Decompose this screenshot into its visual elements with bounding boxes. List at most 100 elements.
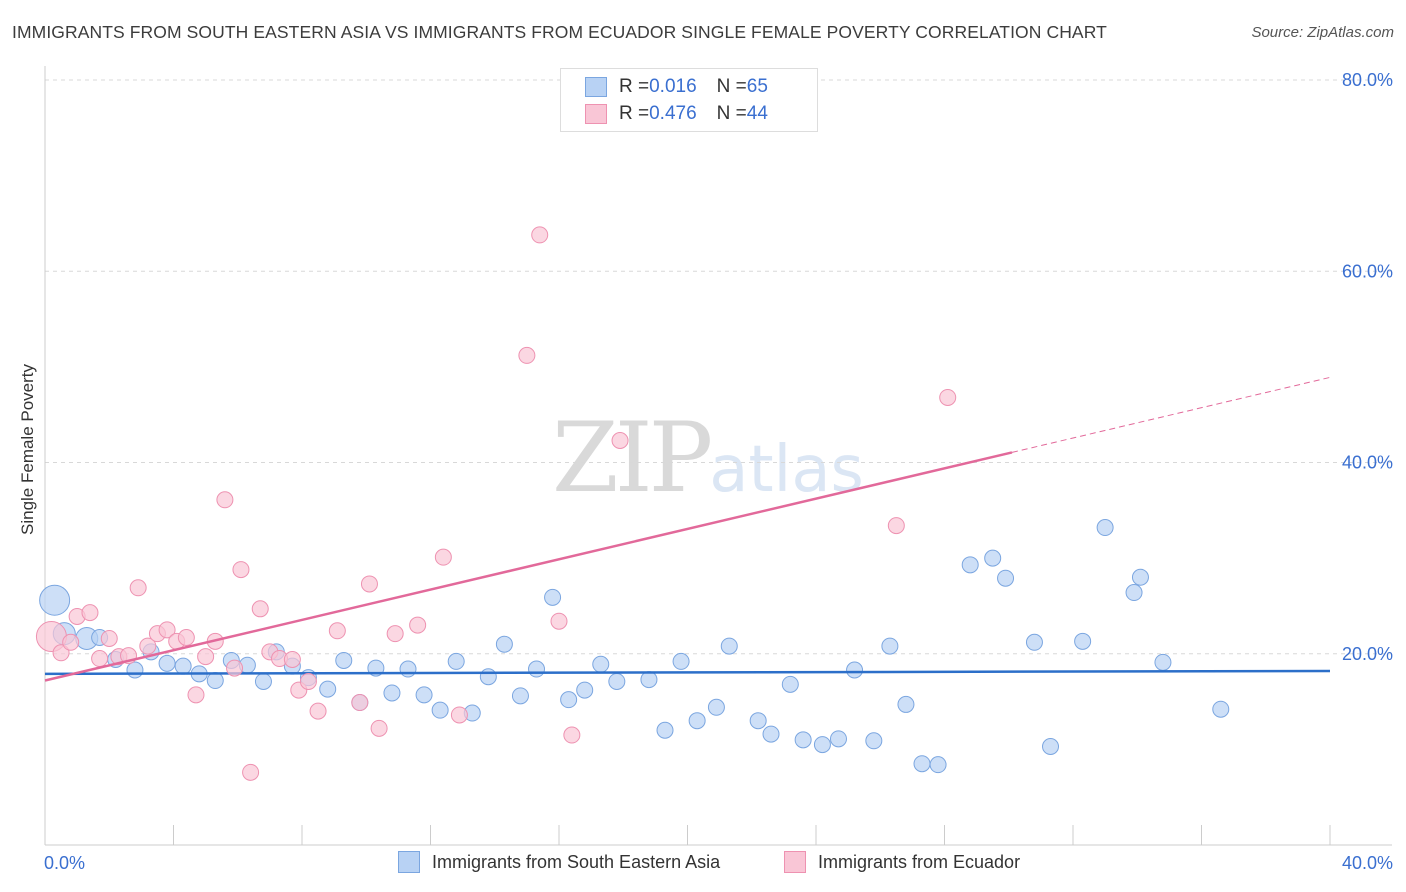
point-sea [39, 584, 71, 616]
point-sea [495, 635, 513, 653]
point-ecuador [351, 694, 369, 712]
point-sea [720, 637, 738, 655]
point-sea [528, 660, 546, 678]
legend-r-label: R = [619, 76, 650, 97]
point-sea [399, 660, 417, 678]
point-ecuador [197, 648, 215, 666]
point-ecuador [450, 706, 468, 724]
legend-swatch-sea [585, 77, 607, 97]
watermark: ZIPatlas [552, 402, 864, 514]
watermark-zip: ZIP [552, 402, 713, 514]
series-swatch-ecuador [784, 851, 806, 873]
y-tick-label: 40.0% [1342, 453, 1393, 473]
x-tick-label: 40.0% [1342, 853, 1393, 873]
series-legend-sea: Immigrants from South Eastern Asia [398, 851, 720, 873]
point-sea [794, 731, 812, 749]
point-sea [1025, 633, 1043, 651]
point-sea [881, 637, 899, 655]
point-ecuador [177, 628, 195, 646]
point-sea [544, 588, 562, 606]
point-sea [335, 651, 353, 669]
point-ecuador [328, 622, 346, 640]
point-sea [813, 736, 831, 754]
point-ecuador [91, 650, 109, 668]
point-sea [656, 721, 674, 739]
point-sea [1131, 568, 1149, 586]
legend-r-value: 0.476 [649, 103, 697, 124]
source-label: Source: ZipAtlas.com [1251, 24, 1394, 41]
point-ecuador [100, 629, 118, 647]
legend-r-label: R = [619, 103, 650, 124]
series-legend-ecuador: Immigrants from Ecuador [784, 851, 1020, 873]
point-ecuador [518, 346, 536, 364]
y-tick-label: 60.0% [1342, 261, 1393, 281]
point-sea [592, 655, 610, 673]
point-sea [383, 684, 401, 702]
point-sea [319, 680, 337, 698]
point-ecuador [939, 388, 957, 406]
chart-title: IMMIGRANTS FROM SOUTH EASTERN ASIA VS IM… [12, 22, 1107, 42]
point-ecuador [611, 432, 629, 450]
point-sea [254, 672, 272, 690]
point-ecuador [216, 491, 234, 509]
point-ecuador [283, 650, 301, 668]
point-ecuador [299, 672, 317, 690]
point-ecuador [563, 726, 581, 744]
point-ecuador [409, 616, 427, 634]
point-sea [1154, 653, 1172, 671]
x-tick-label: 0.0% [44, 853, 85, 873]
point-ecuador [129, 579, 147, 597]
legend-n-value: 44 [746, 103, 768, 124]
point-ecuador [52, 644, 70, 662]
legend-row-ecuador: R = 0.476 N = 44 [585, 102, 768, 126]
point-ecuador [226, 659, 244, 677]
point-sea [1212, 700, 1230, 718]
point-ecuador [531, 226, 549, 244]
point-sea [174, 657, 192, 675]
point-ecuador [434, 548, 452, 566]
point-sea [897, 695, 915, 713]
point-sea [913, 755, 931, 773]
legend-r-value: 0.016 [649, 76, 697, 97]
point-sea [846, 661, 864, 679]
point-sea [961, 556, 979, 574]
point-sea [431, 701, 449, 719]
point-sea [1125, 584, 1143, 602]
point-ecuador [232, 561, 250, 579]
trend-line-extension-ecuador [1011, 376, 1331, 453]
y-axis-label: Single Female Poverty [18, 363, 37, 535]
series-swatch-sea [398, 851, 420, 873]
point-sea [762, 725, 780, 743]
series-name-sea: Immigrants from South Eastern Asia [432, 851, 721, 872]
point-sea [560, 691, 578, 709]
point-ecuador [139, 637, 157, 655]
point-sea [206, 672, 224, 690]
point-sea [781, 675, 799, 693]
point-ecuador [187, 686, 205, 704]
point-sea [688, 712, 706, 730]
trend-line-ecuador [44, 451, 1013, 682]
point-sea [640, 671, 658, 689]
point-ecuador [386, 625, 404, 643]
point-ecuador [81, 604, 99, 622]
point-sea [126, 661, 144, 679]
point-sea [415, 686, 433, 704]
point-sea [865, 732, 883, 750]
point-sea [997, 569, 1015, 587]
y-tick-label: 80.0% [1342, 70, 1393, 90]
point-ecuador [370, 719, 388, 737]
point-sea [672, 652, 690, 670]
point-ecuador [309, 702, 327, 720]
point-ecuador [360, 575, 378, 593]
legend-row-sea: R = 0.016 N = 65 [585, 75, 768, 99]
point-sea [511, 687, 529, 705]
point-ecuador [887, 517, 905, 535]
point-sea [447, 652, 465, 670]
point-ecuador [251, 600, 269, 618]
point-ecuador [550, 612, 568, 630]
point-sea [1074, 632, 1092, 650]
series-name-ecuador: Immigrants from Ecuador [818, 851, 1021, 872]
legend-swatch-ecuador [585, 104, 607, 124]
legend-n-label: N = [716, 103, 747, 124]
